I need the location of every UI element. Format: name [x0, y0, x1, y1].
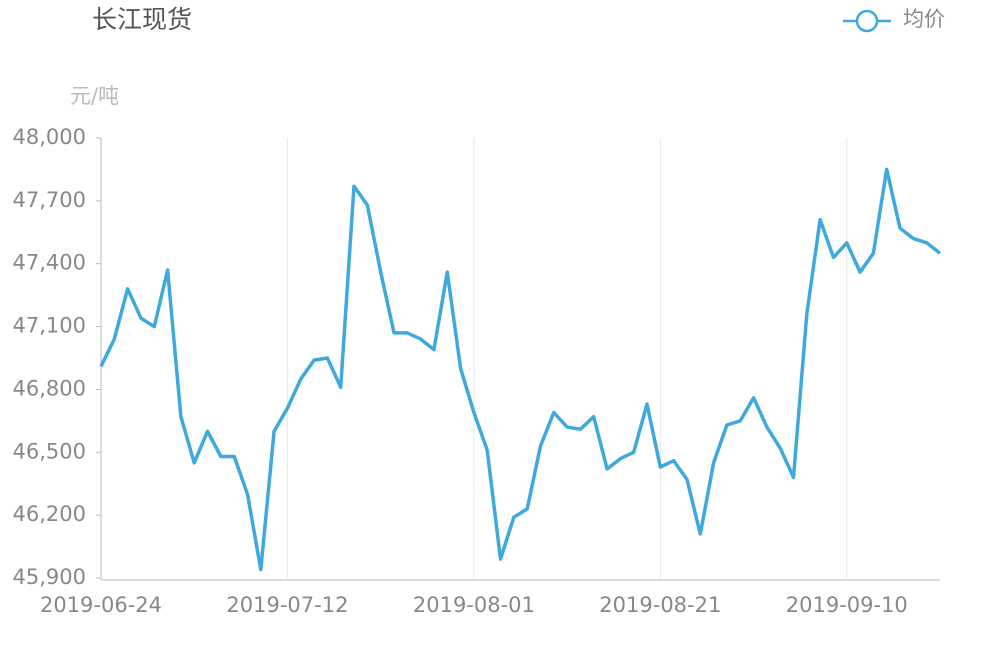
y-tick-label: 47,100 — [13, 314, 86, 338]
y-tick-label: 46,800 — [13, 376, 86, 400]
x-tick-label: 2019-08-01 — [413, 593, 535, 617]
chart-title: 长江现货 — [92, 5, 192, 34]
y-tick-label: 46,200 — [13, 502, 86, 526]
x-tick-label: 2019-08-21 — [599, 593, 721, 617]
data-line — [99, 167, 942, 572]
x-tick-label: 2019-07-12 — [226, 593, 348, 617]
legend-marker — [855, 9, 879, 33]
x-tick-label: 2019-06-24 — [40, 593, 162, 617]
y-tick-label: 45,900 — [13, 565, 86, 589]
y-tick-label: 46,500 — [13, 439, 86, 463]
y-tick-label: 47,700 — [13, 188, 86, 212]
x-tick-label: 2019-09-10 — [786, 593, 908, 617]
legend-label: 均价 — [903, 7, 945, 31]
y-tick-label: 48,000 — [13, 125, 86, 149]
y-axis-label: 元/吨 — [70, 84, 119, 108]
y-tick-label: 47,400 — [13, 251, 86, 275]
